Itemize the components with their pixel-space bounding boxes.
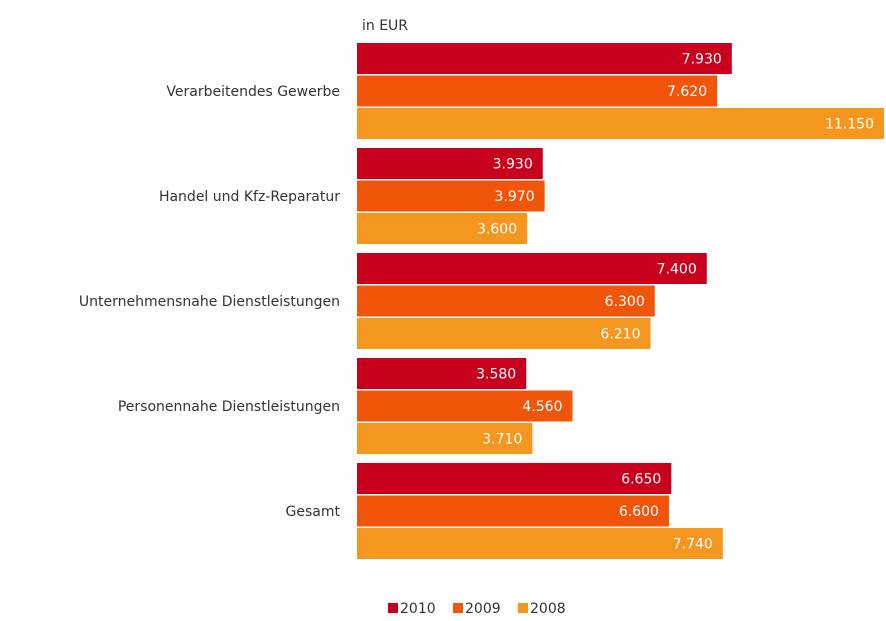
legend-swatch — [518, 603, 528, 613]
category-label: Gesamt — [286, 504, 341, 520]
value-label: 6.300 — [605, 294, 645, 310]
value-label: 4.560 — [522, 399, 562, 415]
bar — [357, 108, 884, 139]
category-label: Unternehmensnahe Dienstleistungen — [79, 294, 340, 310]
bar — [357, 358, 527, 389]
value-label: 6.600 — [619, 504, 659, 520]
bar — [357, 148, 543, 179]
bar — [357, 43, 732, 74]
bar — [357, 495, 669, 527]
value-label: 3.970 — [495, 189, 535, 205]
value-label: 7.740 — [673, 537, 713, 553]
bar — [357, 318, 651, 349]
unit-label: in EUR — [362, 18, 408, 34]
bar — [357, 180, 545, 212]
value-label: 3.710 — [482, 432, 522, 448]
bar — [357, 253, 707, 284]
value-label: 6.210 — [600, 327, 640, 343]
bar — [357, 423, 533, 454]
category-label: Verarbeitendes Gewerbe — [166, 84, 340, 100]
bar — [357, 75, 718, 107]
legend-swatch — [388, 603, 398, 613]
bar — [357, 528, 723, 559]
category-label: Handel und Kfz-Reparatur — [159, 189, 340, 205]
value-label: 7.400 — [657, 262, 697, 278]
value-label: 3.600 — [477, 222, 517, 238]
value-label: 3.580 — [476, 367, 516, 383]
bar — [357, 390, 573, 422]
value-label: 3.930 — [493, 157, 533, 173]
legend-swatch — [453, 603, 463, 613]
bar — [357, 285, 655, 317]
value-label: 7.930 — [682, 52, 722, 68]
value-label: 11.150 — [825, 117, 874, 133]
category-label: Personennahe Dienstleistungen — [118, 399, 340, 415]
bar — [357, 213, 528, 244]
bar — [357, 463, 672, 494]
value-label: 6.650 — [621, 472, 661, 488]
legend-label: 2009 — [465, 601, 501, 617]
legend-label: 2010 — [400, 601, 436, 617]
legend-label: 2008 — [530, 601, 566, 617]
value-label: 7.620 — [667, 84, 707, 100]
